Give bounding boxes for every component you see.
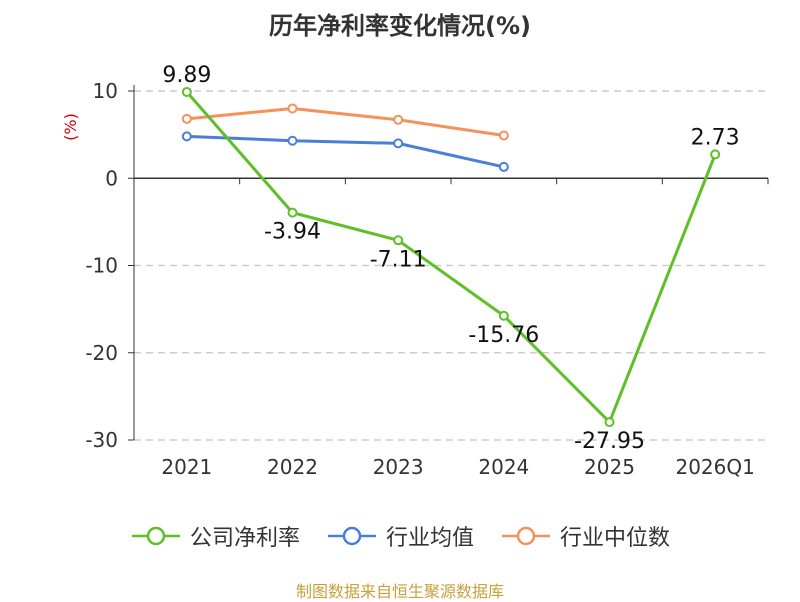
series-1-point-3 [498,161,509,172]
series-line-1 [186,134,505,169]
x-tick-label-1: 2022 [267,455,318,479]
legend-item-1[interactable]: 行业均值 [326,520,474,552]
series-2-point-3 [498,130,509,141]
axes: 10 0 -10 -20 -30 (%) 2021 2022 2023 2024 2025 2026Q… [61,79,769,479]
series-0-point-0 [181,86,192,97]
series-0-point-4 [604,417,615,428]
series-1-point-0 [181,131,192,142]
series-line-0 [185,90,717,424]
x-tick-label-4: 2025 [584,455,635,479]
x-tick-label-2: 2023 [373,455,424,479]
legend-item-0[interactable]: 公司净利率 [130,520,300,552]
series-0-point-5 [710,149,721,160]
legend-label: 公司净利率 [189,526,300,551]
series-2-point-1 [287,103,298,114]
data-label-0: 9.89 [162,63,211,88]
y-tick-label-2: -10 [85,254,118,278]
data-label-5: 2.73 [691,125,740,150]
series-2-point-0 [181,113,192,124]
legend-label: 行业中位数 [560,526,671,551]
source-note: 制图数据来自恒生聚源数据库 [295,582,504,601]
legend: 公司净利率 行业均值 行业中位数 [0,520,800,552]
chart-title: 历年净利率变化情况(%) [269,12,531,40]
x-tick-label-3: 2024 [478,455,529,479]
data-label-4: -27.95 [574,429,645,454]
data-label-1: -3.94 [264,220,321,245]
y-tick-label-1: 0 [105,166,118,190]
legend-marker-icon [502,526,550,546]
series-1-point-2 [393,138,404,149]
x-tick-label-0: 2021 [161,455,212,479]
legend-label: 行业均值 [385,526,474,551]
data-label-3: -15.76 [468,323,539,348]
y-tick-label-3: -20 [85,341,118,365]
legend-item-2[interactable]: 行业中位数 [500,520,670,552]
series-lines [181,86,721,428]
y-tick-label-0: 10 [93,79,118,103]
data-labels: 9.89 -3.94 -7.11 -15.76 -27.95 2.73 [162,63,739,454]
series-0-point-2 [393,235,404,246]
series-0-point-1 [287,207,298,218]
series-line-2 [186,106,505,137]
y-axis-label: (%) [61,113,80,141]
x-tick-label-5: 2026Q1 [675,455,754,479]
legend-marker-icon [327,526,376,546]
y-tick-label-4: -30 [85,428,118,452]
grid-lines [134,90,768,441]
series-0-point-3 [498,310,509,321]
series-1-point-1 [287,135,298,146]
series-2-point-2 [393,114,404,125]
data-label-2: -7.11 [370,247,427,272]
legend-marker-icon [131,526,180,546]
